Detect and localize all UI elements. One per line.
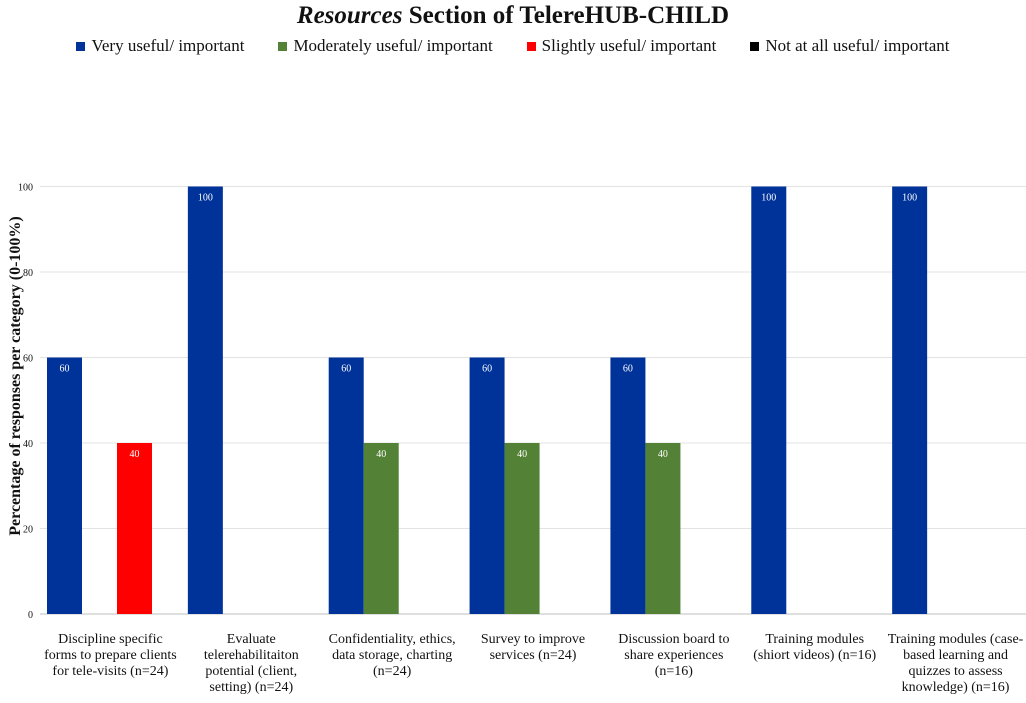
legend-swatch [278,41,288,51]
bar [469,357,505,614]
bar [47,357,82,614]
legend-item: Moderately useful/ important [278,36,493,56]
y-tick-label: 100 [18,183,33,194]
bar [892,186,928,614]
bar [751,186,787,614]
chart-title: Resources Section of TelereHUB-CHILD [0,2,1026,30]
data-label: 60 [341,364,351,375]
data-label: 40 [376,449,386,460]
bar [117,443,152,614]
legend-label: Slightly useful/ important [541,36,717,55]
data-label: 40 [130,449,140,460]
y-tick-label: 60 [23,354,33,365]
data-label: 60 [60,364,70,375]
legend-label: Very useful/ important [91,36,245,55]
chart-legend: Very useful/ important Moderately useful/… [0,36,1026,56]
y-tick-label: 20 [23,525,33,536]
data-label: 100 [198,193,213,204]
category-label: Evaluate telerehabilitaiton potential (c… [203,632,299,695]
chart-title-italic: Resources [296,2,403,29]
data-label: 40 [517,449,527,460]
bar [504,443,540,614]
data-label: 60 [623,364,633,375]
category-label: Survey to improve services (n=24) [480,632,586,663]
bar [363,443,399,614]
legend-swatch [76,41,86,51]
data-label: 40 [658,449,668,460]
y-tick-label: 0 [28,610,33,621]
y-tick-label: 80 [23,268,33,279]
legend-swatch [526,41,536,51]
bar [187,186,223,614]
category-label: Discussion board to share experiences (n… [618,632,730,679]
chart-title-rest: Section of TelereHUB-CHILD [408,2,730,29]
legend-item: Not at all useful/ important [750,36,950,56]
data-label: 100 [902,193,917,204]
bar [645,443,681,614]
legend-label: Not at all useful/ important [765,36,950,55]
legend-item: Very useful/ important [76,36,244,56]
legend-swatch [750,41,760,51]
category-label: Confidentiality, ethics, data storage, c… [328,632,456,679]
data-label: 100 [761,193,776,204]
legend-item: Slightly useful/ important [526,36,717,56]
y-tick-label: 40 [23,439,33,450]
legend-label: Moderately useful/ important [293,36,493,55]
data-label: 60 [482,364,492,375]
bar [328,357,364,614]
bar [610,357,646,614]
category-label: Training modules (case-based learning an… [887,632,1024,695]
category-label: Discipline specific forms to prepare cli… [44,632,177,679]
category-label: Training modules (shiort videos) (n=16) [753,632,877,663]
